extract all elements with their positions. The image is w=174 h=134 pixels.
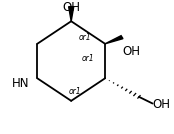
Text: or1: or1: [78, 33, 91, 42]
Text: OH: OH: [153, 98, 171, 111]
Text: or1: or1: [82, 54, 94, 63]
Text: or1: or1: [68, 87, 81, 96]
Text: OH: OH: [122, 45, 140, 58]
Polygon shape: [69, 7, 74, 21]
Text: HN: HN: [12, 77, 29, 90]
Polygon shape: [105, 36, 123, 44]
Text: OH: OH: [62, 1, 80, 14]
